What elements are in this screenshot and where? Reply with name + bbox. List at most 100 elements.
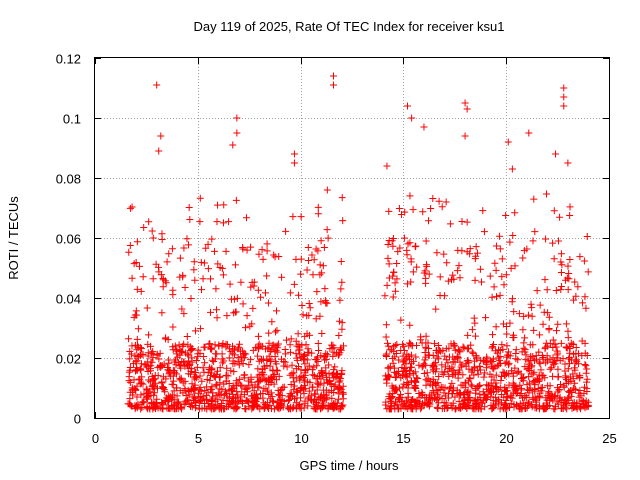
data-point (534, 385, 542, 393)
data-point (570, 350, 578, 358)
data-point (258, 246, 266, 254)
data-point (182, 391, 190, 399)
data-point (450, 366, 458, 374)
data-point (268, 318, 276, 326)
data-point (145, 363, 153, 371)
data-point (240, 354, 248, 362)
data-point (451, 346, 459, 354)
data-point (274, 340, 282, 348)
data-point (492, 371, 500, 379)
data-point (473, 355, 481, 363)
data-point (282, 336, 290, 344)
data-point (209, 395, 217, 403)
data-point (564, 262, 572, 270)
data-point (411, 398, 419, 406)
data-point (206, 340, 214, 348)
data-point (136, 262, 144, 270)
data-point (403, 251, 411, 259)
data-point (180, 310, 188, 318)
data-point (311, 390, 319, 398)
data-point (201, 343, 209, 351)
data-point (176, 351, 184, 359)
data-point (551, 360, 559, 368)
data-point (302, 341, 310, 349)
data-point (422, 332, 430, 340)
data-point (430, 340, 438, 348)
data-point (389, 389, 397, 397)
data-point (275, 253, 283, 261)
data-point (134, 325, 142, 333)
data-point (405, 339, 413, 347)
data-point (176, 273, 184, 281)
data-point (557, 250, 565, 258)
data-point (499, 345, 507, 353)
data-point (254, 286, 262, 294)
data-point (338, 401, 346, 409)
data-point (268, 393, 276, 401)
data-point (565, 396, 573, 404)
data-point (457, 363, 465, 371)
data-point (222, 343, 230, 351)
data-point (156, 349, 164, 357)
y-tick-label: 0.08 (56, 172, 81, 187)
data-point (557, 258, 565, 266)
data-point (232, 308, 240, 316)
data-point (441, 352, 449, 360)
data-point (146, 378, 154, 386)
data-point (476, 390, 484, 398)
data-point (384, 342, 392, 350)
data-point (212, 285, 220, 293)
data-point (405, 352, 413, 360)
data-point (435, 373, 443, 381)
data-point (316, 261, 324, 269)
data-point (301, 397, 309, 405)
data-point (241, 371, 249, 379)
data-point (311, 356, 319, 364)
data-point (578, 396, 586, 404)
data-point (245, 403, 253, 411)
data-point (446, 383, 454, 391)
data-point (259, 255, 267, 263)
data-point (560, 382, 568, 390)
data-point (473, 400, 481, 408)
data-point (565, 388, 573, 396)
data-point (196, 397, 204, 405)
data-point (422, 381, 430, 389)
data-point (400, 342, 408, 350)
data-point (476, 363, 484, 371)
data-point (229, 349, 237, 357)
data-point (132, 367, 140, 375)
data-point (321, 285, 329, 293)
data-point (221, 387, 229, 395)
data-point (419, 390, 427, 398)
data-point (506, 238, 514, 246)
data-point (330, 404, 338, 412)
data-point (470, 371, 478, 379)
data-point (429, 352, 437, 360)
data-point (197, 258, 205, 266)
data-point (385, 260, 393, 268)
data-point (144, 393, 152, 401)
data-point (211, 405, 219, 413)
data-point (463, 248, 471, 256)
data-point (528, 304, 536, 312)
data-point (276, 392, 284, 400)
data-point (180, 358, 188, 366)
data-point (520, 339, 528, 347)
data-point (413, 263, 421, 271)
data-point (468, 326, 476, 334)
data-point (549, 239, 557, 247)
data-point (457, 381, 465, 389)
data-point (290, 280, 298, 288)
data-point (571, 379, 579, 387)
data-point (449, 389, 457, 397)
data-point (219, 340, 227, 348)
data-point (573, 357, 581, 365)
data-point (322, 364, 330, 372)
data-point (184, 241, 192, 249)
data-point (192, 356, 200, 364)
data-point (301, 360, 309, 368)
y-tick-label: 0 (74, 412, 81, 427)
data-point (462, 379, 470, 387)
data-point (204, 265, 212, 273)
